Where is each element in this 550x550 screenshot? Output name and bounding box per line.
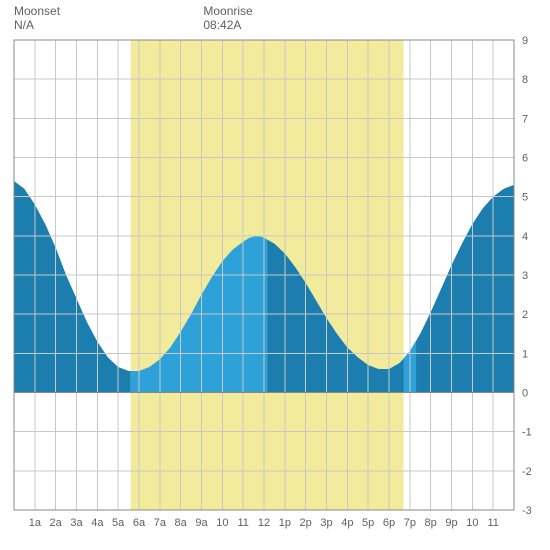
svg-text:10: 10 bbox=[216, 517, 228, 529]
svg-text:3: 3 bbox=[522, 270, 528, 282]
svg-text:8p: 8p bbox=[425, 517, 437, 529]
svg-text:5a: 5a bbox=[112, 517, 125, 529]
svg-text:7: 7 bbox=[522, 113, 528, 125]
svg-text:2: 2 bbox=[522, 309, 528, 321]
moon-header: Moonset N/A Moonrise 08:42A bbox=[14, 4, 253, 32]
moonset-label: Moonset bbox=[14, 4, 60, 18]
svg-text:8: 8 bbox=[522, 74, 528, 86]
moonrise-label: Moonrise bbox=[203, 4, 252, 18]
svg-text:2p: 2p bbox=[300, 517, 312, 529]
svg-text:4: 4 bbox=[522, 231, 528, 243]
svg-text:6: 6 bbox=[522, 153, 528, 165]
svg-text:2a: 2a bbox=[50, 517, 63, 529]
svg-text:9p: 9p bbox=[445, 517, 457, 529]
grid bbox=[14, 40, 514, 510]
svg-text:9a: 9a bbox=[195, 517, 208, 529]
chart-svg: -3-2-101234567891a2a3a4a5a6a7a8a9a101112… bbox=[0, 0, 550, 550]
svg-text:8a: 8a bbox=[175, 517, 188, 529]
svg-text:10: 10 bbox=[466, 517, 478, 529]
svg-text:6a: 6a bbox=[133, 517, 146, 529]
svg-text:3a: 3a bbox=[70, 517, 83, 529]
svg-text:9: 9 bbox=[522, 35, 528, 47]
moonrise-block: Moonrise 08:42A bbox=[203, 4, 252, 32]
svg-text:1: 1 bbox=[522, 348, 528, 360]
svg-text:11: 11 bbox=[487, 517, 498, 529]
svg-text:6p: 6p bbox=[383, 517, 395, 529]
svg-text:-3: -3 bbox=[522, 505, 532, 517]
svg-text:3p: 3p bbox=[320, 517, 332, 529]
svg-text:11: 11 bbox=[237, 517, 248, 529]
svg-text:-2: -2 bbox=[522, 466, 532, 478]
svg-text:5: 5 bbox=[522, 192, 528, 204]
svg-text:0: 0 bbox=[522, 388, 528, 400]
svg-text:1a: 1a bbox=[29, 517, 42, 529]
moonrise-value: 08:42A bbox=[203, 18, 252, 32]
y-axis: -3 -2 -1 0 1 2 3 4 5 6 7 8 9 bbox=[522, 35, 532, 517]
svg-text:12: 12 bbox=[258, 517, 270, 529]
moonset-block: Moonset N/A bbox=[14, 4, 60, 32]
x-axis: 1a 2a 3a 4a 5a 6a 7a 8a 9a 10 11 12 1p 2p 3p 4p 5p 6p 7p 8p… bbox=[29, 517, 499, 529]
svg-text:4a: 4a bbox=[91, 517, 104, 529]
svg-text:-1: -1 bbox=[522, 427, 532, 439]
tide-chart: Moonset N/A Moonrise 08:42A -3-2-1012345… bbox=[0, 0, 550, 550]
svg-text:1p: 1p bbox=[279, 517, 291, 529]
moonset-value: N/A bbox=[14, 18, 60, 32]
svg-text:5p: 5p bbox=[362, 517, 374, 529]
svg-text:4p: 4p bbox=[341, 517, 353, 529]
svg-text:7a: 7a bbox=[154, 517, 167, 529]
svg-text:7p: 7p bbox=[404, 517, 416, 529]
